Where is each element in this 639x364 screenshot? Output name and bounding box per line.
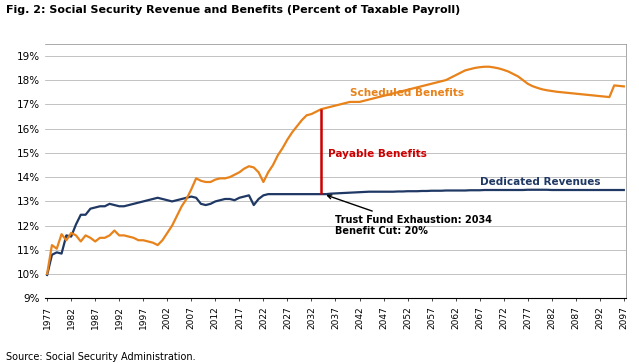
Text: Fig. 2: Social Security Revenue and Benefits (Percent of Taxable Payroll): Fig. 2: Social Security Revenue and Bene… [6, 5, 461, 15]
Text: Source: Social Security Administration.: Source: Social Security Administration. [6, 352, 196, 362]
Text: Dedicated Revenues: Dedicated Revenues [480, 177, 600, 187]
Text: Scheduled Benefits: Scheduled Benefits [350, 88, 464, 98]
Text: Payable Benefits: Payable Benefits [328, 149, 427, 158]
Text: Trust Fund Exhaustion: 2034
Benefit Cut: 20%: Trust Fund Exhaustion: 2034 Benefit Cut:… [328, 195, 493, 236]
